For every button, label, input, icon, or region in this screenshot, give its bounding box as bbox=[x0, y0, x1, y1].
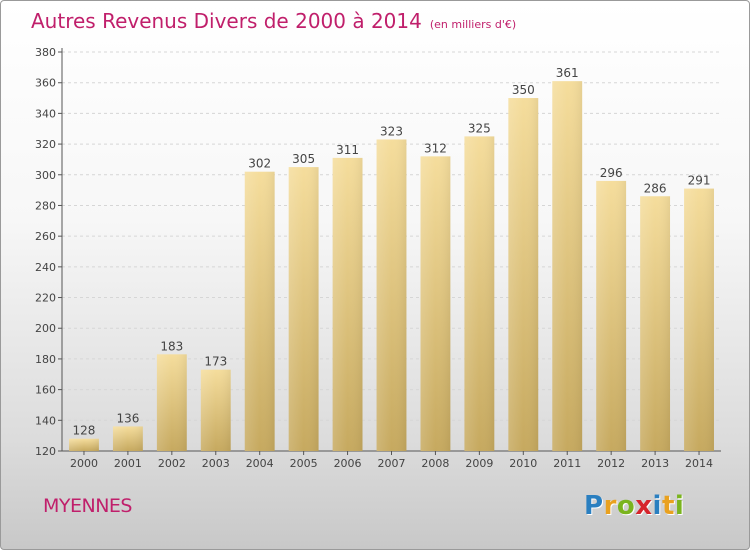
logo-letter: P bbox=[584, 491, 604, 521]
x-tick-label: 2013 bbox=[641, 457, 669, 470]
x-tick-label: 2002 bbox=[158, 457, 186, 470]
y-tick-label: 320 bbox=[35, 138, 56, 151]
x-tick-label: 2009 bbox=[465, 457, 493, 470]
bar-value-label: 291 bbox=[688, 174, 711, 188]
x-tick-label: 2008 bbox=[421, 457, 449, 470]
logo-letter: r bbox=[603, 491, 617, 521]
bar-value-label: 286 bbox=[644, 181, 667, 195]
bar-value-label: 296 bbox=[600, 166, 623, 180]
x-tick-label: 2000 bbox=[70, 457, 98, 470]
bar-shade bbox=[200, 369, 231, 451]
x-tick-label: 2014 bbox=[685, 457, 713, 470]
bar-value-label: 311 bbox=[336, 143, 359, 157]
y-tick-label: 260 bbox=[35, 230, 56, 243]
logo-letter: x bbox=[635, 491, 653, 521]
x-tick-label: 2010 bbox=[509, 457, 537, 470]
y-tick-label: 140 bbox=[35, 414, 56, 427]
bar-shade bbox=[69, 438, 99, 451]
bar-value-label: 136 bbox=[116, 411, 139, 425]
bar-value-label: 302 bbox=[248, 157, 271, 171]
x-tick-label: 2004 bbox=[246, 457, 274, 470]
bar-value-label: 361 bbox=[556, 66, 579, 80]
y-tick-label: 160 bbox=[35, 384, 56, 397]
bar-value-label: 325 bbox=[468, 121, 491, 135]
logo-letter: o bbox=[616, 491, 636, 521]
y-tick-label: 340 bbox=[35, 107, 56, 120]
logo-letter: i bbox=[652, 491, 662, 521]
bar-value-label: 323 bbox=[380, 124, 403, 138]
bar-value-label: 312 bbox=[424, 141, 447, 155]
proxiti-logo: Proxiti bbox=[584, 491, 684, 521]
bar-value-label: 305 bbox=[292, 152, 315, 166]
bar-shade bbox=[640, 196, 671, 451]
x-tick-label: 2005 bbox=[290, 457, 318, 470]
x-tick-label: 2006 bbox=[334, 457, 362, 470]
x-tick-label: 2012 bbox=[597, 457, 625, 470]
y-tick-label: 120 bbox=[35, 445, 56, 458]
bar-shade bbox=[156, 354, 187, 451]
bar-value-label: 128 bbox=[73, 424, 96, 438]
bar-shade bbox=[596, 180, 627, 451]
bar-value-label: 183 bbox=[160, 339, 183, 353]
bar-value-label: 350 bbox=[512, 83, 535, 97]
y-tick-label: 280 bbox=[35, 199, 56, 212]
y-tick-label: 380 bbox=[35, 46, 56, 59]
y-tick-label: 200 bbox=[35, 322, 56, 335]
bar-shade bbox=[464, 136, 495, 451]
commune-name: MYENNES bbox=[43, 495, 133, 517]
y-tick-label: 360 bbox=[35, 77, 56, 90]
bar-shade bbox=[244, 171, 275, 451]
x-tick-label: 2001 bbox=[114, 457, 142, 470]
bar-shade bbox=[420, 156, 451, 451]
bar-shade bbox=[376, 139, 407, 451]
y-tick-label: 300 bbox=[35, 169, 56, 182]
bar-shade bbox=[508, 98, 539, 452]
y-tick-label: 220 bbox=[35, 292, 56, 305]
title-row: Autres Revenus Divers de 2000 à 2014 (en … bbox=[31, 9, 516, 33]
logo-letter: i bbox=[674, 491, 685, 521]
bar-shade bbox=[112, 426, 143, 451]
chart-title: Autres Revenus Divers de 2000 à 2014 bbox=[31, 9, 422, 33]
bar-shade bbox=[684, 188, 714, 452]
x-tick-label: 2011 bbox=[553, 457, 581, 470]
bar-shade bbox=[332, 157, 363, 451]
logo-letter: t bbox=[661, 491, 675, 521]
y-tick-label: 240 bbox=[35, 261, 56, 274]
bar-shade bbox=[288, 167, 319, 451]
bar-shade bbox=[552, 81, 583, 452]
bar-value-label: 173 bbox=[204, 355, 227, 369]
y-tick-label: 180 bbox=[35, 353, 56, 366]
x-tick-label: 2003 bbox=[202, 457, 230, 470]
x-tick-label: 2007 bbox=[378, 457, 406, 470]
chart-subtitle: (en milliers d'€) bbox=[429, 18, 517, 31]
